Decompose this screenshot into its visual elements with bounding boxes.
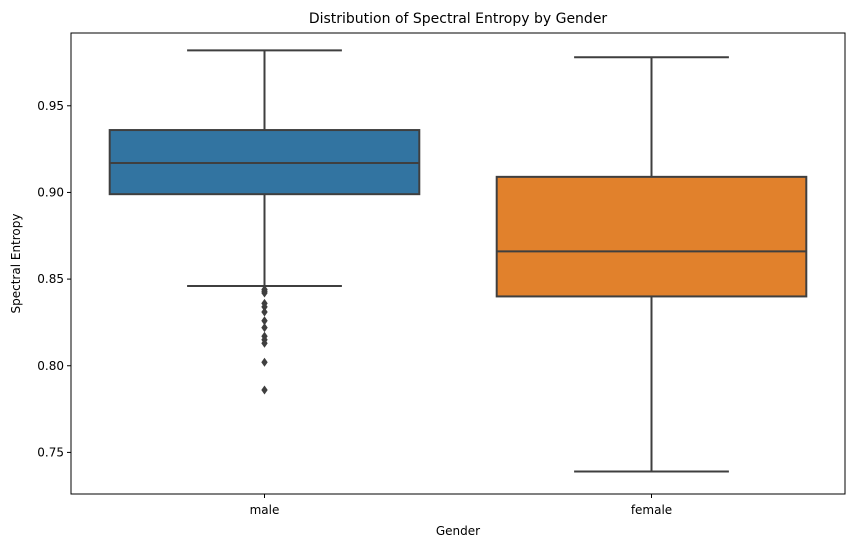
x-axis-label: Gender: [436, 524, 480, 538]
y-tick-label: 0.85: [37, 272, 64, 286]
y-tick-label: 0.95: [37, 99, 64, 113]
x-tick-label: male: [250, 503, 280, 517]
outlier-point: [261, 323, 268, 333]
y-tick-label: 0.75: [37, 445, 64, 459]
outlier-point: [261, 338, 268, 348]
y-axis: 0.75 0.80 0.85 0.90 0.95: [37, 99, 71, 459]
outlier-point: [261, 302, 268, 312]
box-group-female: [495, 56, 808, 473]
boxes-layer: [108, 49, 808, 473]
y-tick-label: 0.90: [37, 185, 64, 199]
y-axis-label: Spectral Entropy: [9, 214, 23, 314]
chart-title: Distribution of Spectral Entropy by Gend…: [309, 11, 608, 27]
y-tick-label: 0.80: [37, 359, 64, 373]
iqr-box: [495, 175, 808, 298]
x-axis: male female: [250, 494, 672, 517]
box-group-male: [108, 49, 421, 395]
outlier-point: [261, 307, 268, 317]
plot-frame: [70, 32, 846, 495]
outlier-point: [261, 357, 268, 367]
x-tick-label: female: [631, 503, 672, 517]
outlier-point: [261, 288, 268, 298]
outlier-point: [261, 385, 268, 395]
outlier-point: [261, 316, 268, 326]
